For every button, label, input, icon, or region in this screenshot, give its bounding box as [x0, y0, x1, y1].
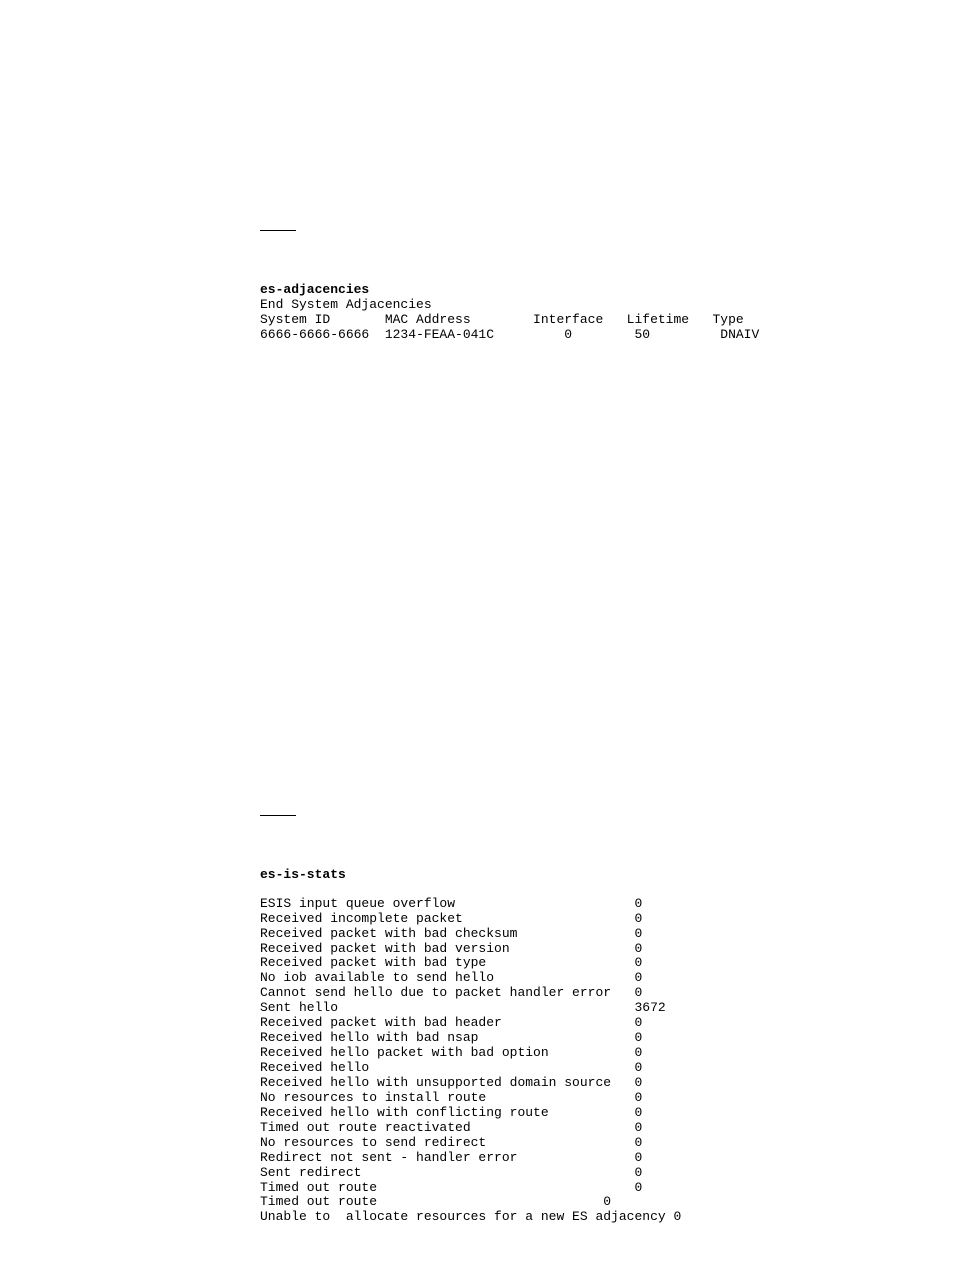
stats-row: ESIS input queue overflow 0 — [260, 897, 894, 912]
adjacencies-row: 6666-6666-6666 1234-FEAA-041C 0 50 DNAIV — [260, 328, 894, 343]
stats-row: Timed out route 0 — [260, 1181, 894, 1196]
stats-row: Received hello with bad nsap 0 — [260, 1031, 894, 1046]
stats-row: Received hello with unsupported domain s… — [260, 1076, 894, 1091]
stats-row: Cannot send hello due to packet handler … — [260, 986, 894, 1001]
stats-row: Received hello with conflicting route 0 — [260, 1106, 894, 1121]
rule-top-2 — [260, 815, 296, 816]
stats-row: Redirect not sent - handler error 0 — [260, 1151, 894, 1166]
adjacencies-title: End System Adjacencies — [260, 298, 894, 313]
stats-row: Received hello packet with bad option 0 — [260, 1046, 894, 1061]
stats-row: Timed out route 0 — [260, 1195, 894, 1210]
stats-row: No resources to install route 0 — [260, 1091, 894, 1106]
stats-row: Unable to allocate resources for a new E… — [260, 1210, 894, 1225]
stats-row: Sent redirect 0 — [260, 1166, 894, 1181]
stats-row: Received incomplete packet 0 — [260, 912, 894, 927]
stats-row: Timed out route reactivated 0 — [260, 1121, 894, 1136]
stats-row: Sent hello 3672 — [260, 1001, 894, 1016]
stats-row: No iob available to send hello 0 — [260, 971, 894, 986]
stats-row: No resources to send redirect 0 — [260, 1136, 894, 1151]
page-content: es-adjacencies End System Adjacencies Sy… — [0, 0, 954, 1285]
heading-es-is-stats: es-is-stats — [260, 868, 894, 883]
rule-top-1 — [260, 230, 296, 231]
heading-es-adjacencies: es-adjacencies — [260, 283, 894, 298]
adjacencies-header: System ID MAC Address Interface Lifetime… — [260, 313, 894, 328]
stats-row: Received hello 0 — [260, 1061, 894, 1076]
stats-row: Received packet with bad version 0 — [260, 942, 894, 957]
stats-row: Received packet with bad type 0 — [260, 956, 894, 971]
stats-row: Received packet with bad header 0 — [260, 1016, 894, 1031]
stats-row: Received packet with bad checksum 0 — [260, 927, 894, 942]
